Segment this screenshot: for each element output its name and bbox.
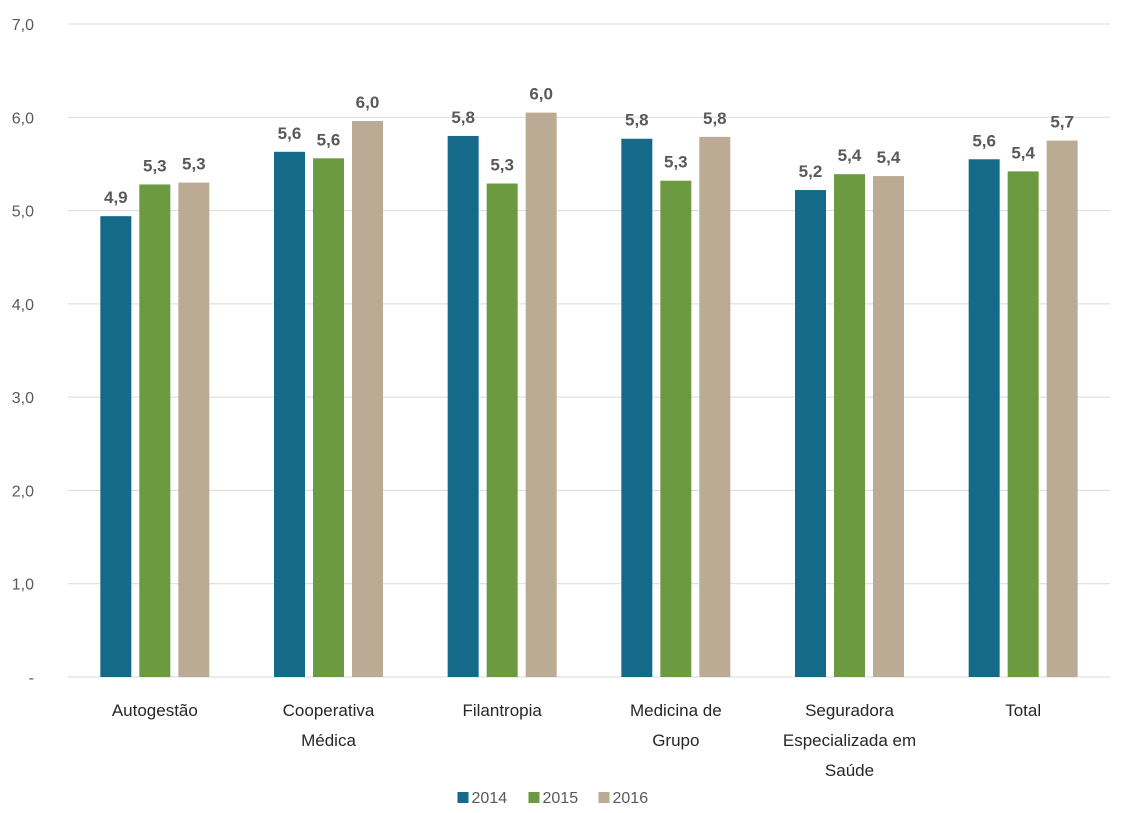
legend-swatch-2016 bbox=[598, 792, 610, 803]
category-label-line: Medicina de bbox=[630, 701, 722, 720]
data-label: 5,6 bbox=[317, 130, 341, 149]
bar-2015 bbox=[660, 180, 692, 677]
category-label-line: Grupo bbox=[652, 731, 699, 750]
bar-2014 bbox=[100, 216, 132, 677]
data-label: 5,6 bbox=[278, 124, 302, 143]
data-label: 5,3 bbox=[143, 156, 167, 175]
legend-swatch-2015 bbox=[528, 792, 540, 803]
bar-2014 bbox=[795, 190, 826, 677]
category-label: Filantropia bbox=[462, 701, 542, 720]
legend-swatch-2014 bbox=[457, 792, 469, 803]
legend-label: 2016 bbox=[613, 790, 649, 807]
bar-2015 bbox=[139, 184, 171, 678]
y-tick-label: 3,0 bbox=[12, 390, 34, 407]
data-label: 6,0 bbox=[529, 85, 553, 104]
y-tick-label: 5,0 bbox=[12, 204, 34, 221]
category-label: Seguradora Especializada em Saúde bbox=[783, 701, 916, 780]
y-tick-label: - bbox=[29, 670, 34, 687]
category-label: Cooperativa Médica bbox=[283, 701, 375, 750]
category-label-line: Filantropia bbox=[462, 701, 542, 720]
bar-2016 bbox=[873, 176, 904, 677]
legend-label: 2015 bbox=[543, 790, 579, 807]
bar-2014 bbox=[621, 138, 653, 677]
y-tick-label: 2,0 bbox=[12, 483, 34, 500]
bar-2014 bbox=[274, 151, 305, 678]
data-label: 5,6 bbox=[972, 131, 996, 150]
legend: 2014 2015 2016 bbox=[457, 790, 649, 807]
data-label: 5,4 bbox=[877, 148, 901, 167]
category-label: Autogestão bbox=[112, 701, 198, 720]
data-label: 5,2 bbox=[799, 162, 823, 181]
data-label: 4,9 bbox=[104, 188, 128, 207]
y-axis-ticks: - 1,0 2,0 3,0 4,0 5,0 6,0 7,0 bbox=[12, 17, 34, 687]
data-label: 5,7 bbox=[1050, 113, 1074, 132]
data-label: 6,0 bbox=[356, 93, 380, 112]
gridlines bbox=[68, 23, 1110, 678]
data-label: 5,3 bbox=[664, 153, 688, 172]
bar-2016 bbox=[352, 121, 383, 677]
bar-2014 bbox=[447, 135, 479, 677]
bar-2016 bbox=[1046, 140, 1078, 677]
data-label: 5,3 bbox=[490, 156, 514, 175]
y-tick-label: 4,0 bbox=[12, 297, 34, 314]
bar-2015 bbox=[1007, 171, 1039, 678]
bar-2016 bbox=[699, 136, 731, 677]
bar-2015 bbox=[486, 183, 518, 678]
bar-2016 bbox=[178, 182, 210, 678]
data-labels: 4,9 5,3 5,3 5,6 5,6 6,0 5,8 5,3 6,0 5,8 5,3 5,8 5,2 5… bbox=[104, 85, 1074, 208]
category-label-line: Especializada em bbox=[783, 731, 916, 750]
bar-2014 bbox=[968, 159, 1000, 677]
bar-2015 bbox=[834, 174, 865, 677]
category-label-line: Cooperativa bbox=[283, 701, 375, 720]
bars bbox=[100, 112, 1078, 678]
bar-2015 bbox=[313, 158, 344, 677]
bar-2016 bbox=[525, 112, 557, 677]
y-tick-label: 7,0 bbox=[12, 17, 34, 34]
y-tick-label: 1,0 bbox=[12, 577, 34, 594]
data-label: 5,3 bbox=[182, 155, 206, 174]
category-label-line: Médica bbox=[301, 731, 356, 750]
category-label-line: Saúde bbox=[825, 761, 874, 780]
data-label: 5,4 bbox=[1011, 143, 1035, 162]
category-label-line: Seguradora bbox=[805, 701, 894, 720]
legend-label: 2014 bbox=[472, 790, 508, 807]
data-label: 5,8 bbox=[625, 111, 649, 130]
category-label: Medicina de Grupo bbox=[630, 701, 722, 750]
data-label: 5,4 bbox=[838, 146, 862, 165]
data-label: 5,8 bbox=[703, 109, 727, 128]
category-label-line: Autogestão bbox=[112, 701, 198, 720]
data-label: 5,8 bbox=[451, 108, 475, 127]
category-label: Total bbox=[1005, 701, 1041, 720]
category-label-line: Total bbox=[1005, 701, 1041, 720]
x-axis-categories: Autogestão Cooperativa Médica Filantropia Me… bbox=[112, 701, 1041, 780]
y-tick-label: 6,0 bbox=[12, 110, 34, 127]
